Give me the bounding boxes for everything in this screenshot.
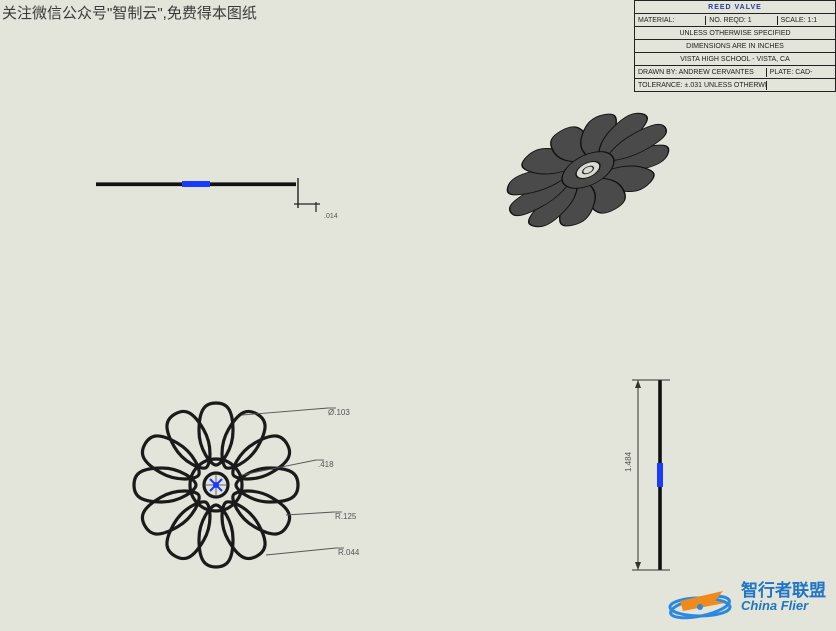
drawing-svg: .014	[0, 0, 836, 631]
dim-label-d1: Ø.103	[328, 408, 350, 417]
dim-label-side: 1.484	[624, 452, 633, 472]
logo-icon	[665, 573, 735, 621]
dim-label-d2: .418	[318, 460, 334, 469]
drawing-canvas: 关注微信公众号"智制云",免费得本图纸 REED VALVE MATERIAL:…	[0, 0, 836, 631]
logo-text-en: China Flier	[741, 599, 826, 612]
svg-text:.014: .014	[324, 213, 338, 220]
dim-label-d4: R.044	[338, 548, 359, 557]
dim-label-d3: R.125	[335, 512, 356, 521]
logo-text-cn: 智行者联盟	[741, 582, 826, 599]
logo: 智行者联盟 China Flier	[665, 573, 826, 621]
